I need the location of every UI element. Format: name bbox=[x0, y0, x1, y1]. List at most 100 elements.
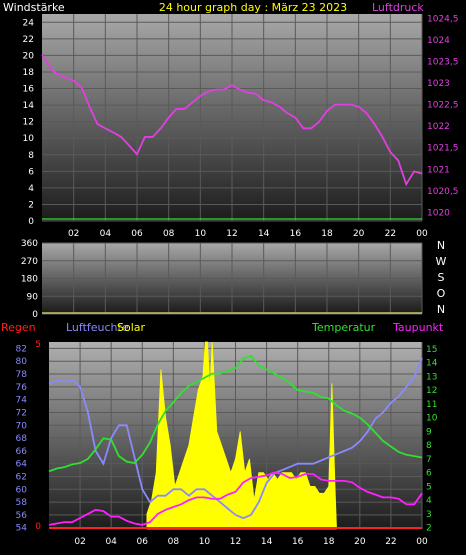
temperatur-tick: 13 bbox=[426, 372, 437, 382]
pressure-x-tick: 20 bbox=[353, 229, 365, 239]
wind-left-tick: 0 bbox=[32, 310, 38, 320]
temperatur-tick: 9 bbox=[426, 427, 432, 437]
humidity-x-tick: 12 bbox=[230, 537, 241, 547]
pressure-x-tick: 04 bbox=[100, 229, 112, 239]
luftfeuchte-tick: 74 bbox=[16, 396, 28, 406]
pressure-right-tick: 1023 bbox=[427, 79, 450, 89]
pressure-left-tick: 2 bbox=[28, 200, 34, 210]
luftfeuchte-tick: 60 bbox=[16, 485, 28, 495]
pressure-left-tick: 18 bbox=[23, 68, 35, 78]
luftfeuchte-tick: 78 bbox=[16, 370, 28, 380]
grid-lines bbox=[42, 14, 423, 529]
humidity-x-tick: 02 bbox=[74, 537, 85, 547]
humidity-x-tick: 18 bbox=[323, 537, 335, 547]
temperatur-series-line bbox=[48, 354, 423, 473]
pressure-x-tick: 02 bbox=[68, 229, 79, 239]
luftfeuchte-tick: 56 bbox=[16, 511, 28, 521]
luftdruck-label: Luftdruck bbox=[372, 1, 424, 14]
pressure-x-tick: 08 bbox=[163, 229, 175, 239]
pressure-x-tick: 16 bbox=[290, 229, 302, 239]
pressure-left-tick: 22 bbox=[23, 35, 34, 45]
pressure-x-tick: 00 bbox=[416, 229, 428, 239]
luftfeuchte-tick: 64 bbox=[16, 460, 28, 470]
luftfeuchte-series-line bbox=[48, 357, 423, 520]
humidity-x-tick: 08 bbox=[168, 537, 180, 547]
luftfeuchte-tick: 66 bbox=[16, 447, 28, 457]
wind-left-tick: 90 bbox=[27, 292, 39, 302]
humidity-x-tick: 20 bbox=[354, 537, 366, 547]
taupunkt-series-line bbox=[48, 471, 423, 526]
pressure-x-tick: 06 bbox=[131, 229, 143, 239]
temperatur-tick: 5 bbox=[426, 482, 432, 492]
humidity-x-tick: 16 bbox=[292, 537, 304, 547]
luftdruck-series-line bbox=[41, 54, 423, 187]
luftfeuchte-tick: 62 bbox=[16, 472, 27, 482]
temperatur-tick: 7 bbox=[426, 455, 432, 465]
temperatur-tick: 6 bbox=[426, 469, 432, 479]
legend-solar: Solar bbox=[117, 321, 146, 334]
pressure-x-tick: 12 bbox=[226, 229, 237, 239]
wind-compass-label: W bbox=[436, 255, 447, 268]
wind-compass-label: S bbox=[438, 271, 445, 284]
temperatur-tick: 15 bbox=[426, 345, 437, 355]
pressure-left-tick: 12 bbox=[23, 118, 34, 128]
windstaerke-label: Windstärke bbox=[3, 1, 65, 14]
temperatur-tick: 8 bbox=[426, 441, 432, 451]
luftfeuchte-tick: 80 bbox=[16, 357, 28, 367]
pressure-right-tick: 1022 bbox=[427, 122, 450, 132]
pressure-right-tick: 1024,5 bbox=[427, 14, 459, 24]
luftfeuchte-tick: 82 bbox=[16, 344, 27, 354]
regen-tick: 5 bbox=[35, 340, 41, 350]
temperatur-tick: 4 bbox=[426, 496, 432, 506]
chart-marks bbox=[41, 54, 423, 530]
luftfeuchte-tick: 58 bbox=[16, 498, 28, 508]
pressure-x-tick: 10 bbox=[195, 229, 207, 239]
wind-compass-label: O bbox=[437, 287, 446, 300]
temperatur-tick: 11 bbox=[426, 400, 437, 410]
legend-temperatur: Temperatur bbox=[311, 321, 376, 334]
pressure-right-tick: 1021 bbox=[427, 165, 450, 175]
pressure-right-tick: 1020,5 bbox=[427, 187, 459, 197]
luftfeuchte-tick: 68 bbox=[16, 434, 28, 444]
chart-title: 24 hour graph day : März 23 2023 bbox=[159, 1, 347, 14]
wind-left-tick: 180 bbox=[21, 275, 38, 285]
luftfeuchte-tick: 54 bbox=[16, 524, 28, 534]
wind-left-tick: 360 bbox=[21, 239, 38, 249]
humidity-x-tick: 06 bbox=[137, 537, 149, 547]
luftfeuchte-tick: 70 bbox=[16, 421, 28, 431]
humidity-x-tick: 00 bbox=[416, 537, 428, 547]
humidity-x-tick: 14 bbox=[261, 537, 273, 547]
pressure-x-tick: 18 bbox=[321, 229, 333, 239]
legend-luftfeuchte: Luftfeuchte bbox=[66, 321, 129, 334]
pressure-x-tick: 22 bbox=[385, 229, 396, 239]
temperatur-tick: 14 bbox=[426, 359, 438, 369]
pressure-left-tick: 16 bbox=[23, 85, 35, 95]
pressure-left-tick: 20 bbox=[23, 51, 35, 61]
luftfeuchte-tick: 76 bbox=[16, 383, 28, 393]
legend-taupunkt: Taupunkt bbox=[392, 321, 444, 334]
temperatur-tick: 2 bbox=[426, 524, 432, 534]
pressure-right-tick: 1023,5 bbox=[427, 57, 459, 67]
luftfeuchte-tick: 72 bbox=[16, 408, 27, 418]
wind-compass-label: N bbox=[437, 239, 445, 252]
pressure-right-tick: 1022,5 bbox=[427, 101, 459, 111]
temperatur-tick: 12 bbox=[426, 386, 437, 396]
pressure-left-tick: 0 bbox=[28, 217, 34, 227]
pressure-left-tick: 6 bbox=[28, 167, 34, 177]
regen-tick: 0 bbox=[35, 522, 41, 532]
pressure-left-tick: 4 bbox=[28, 184, 34, 194]
wind-left-tick: 270 bbox=[21, 257, 38, 267]
temperatur-tick: 10 bbox=[426, 414, 438, 424]
pressure-left-tick: 8 bbox=[28, 151, 34, 161]
pressure-right-tick: 1020 bbox=[427, 208, 450, 218]
pressure-left-tick: 14 bbox=[23, 101, 35, 111]
pressure-x-tick: 14 bbox=[258, 229, 270, 239]
temperatur-tick: 3 bbox=[426, 510, 432, 520]
wind-compass-label: N bbox=[437, 303, 445, 316]
pressure-left-tick: 24 bbox=[23, 18, 35, 28]
legend-regen: Regen bbox=[1, 321, 36, 334]
pressure-right-tick: 1021,5 bbox=[427, 144, 459, 154]
humidity-x-tick: 10 bbox=[199, 537, 211, 547]
